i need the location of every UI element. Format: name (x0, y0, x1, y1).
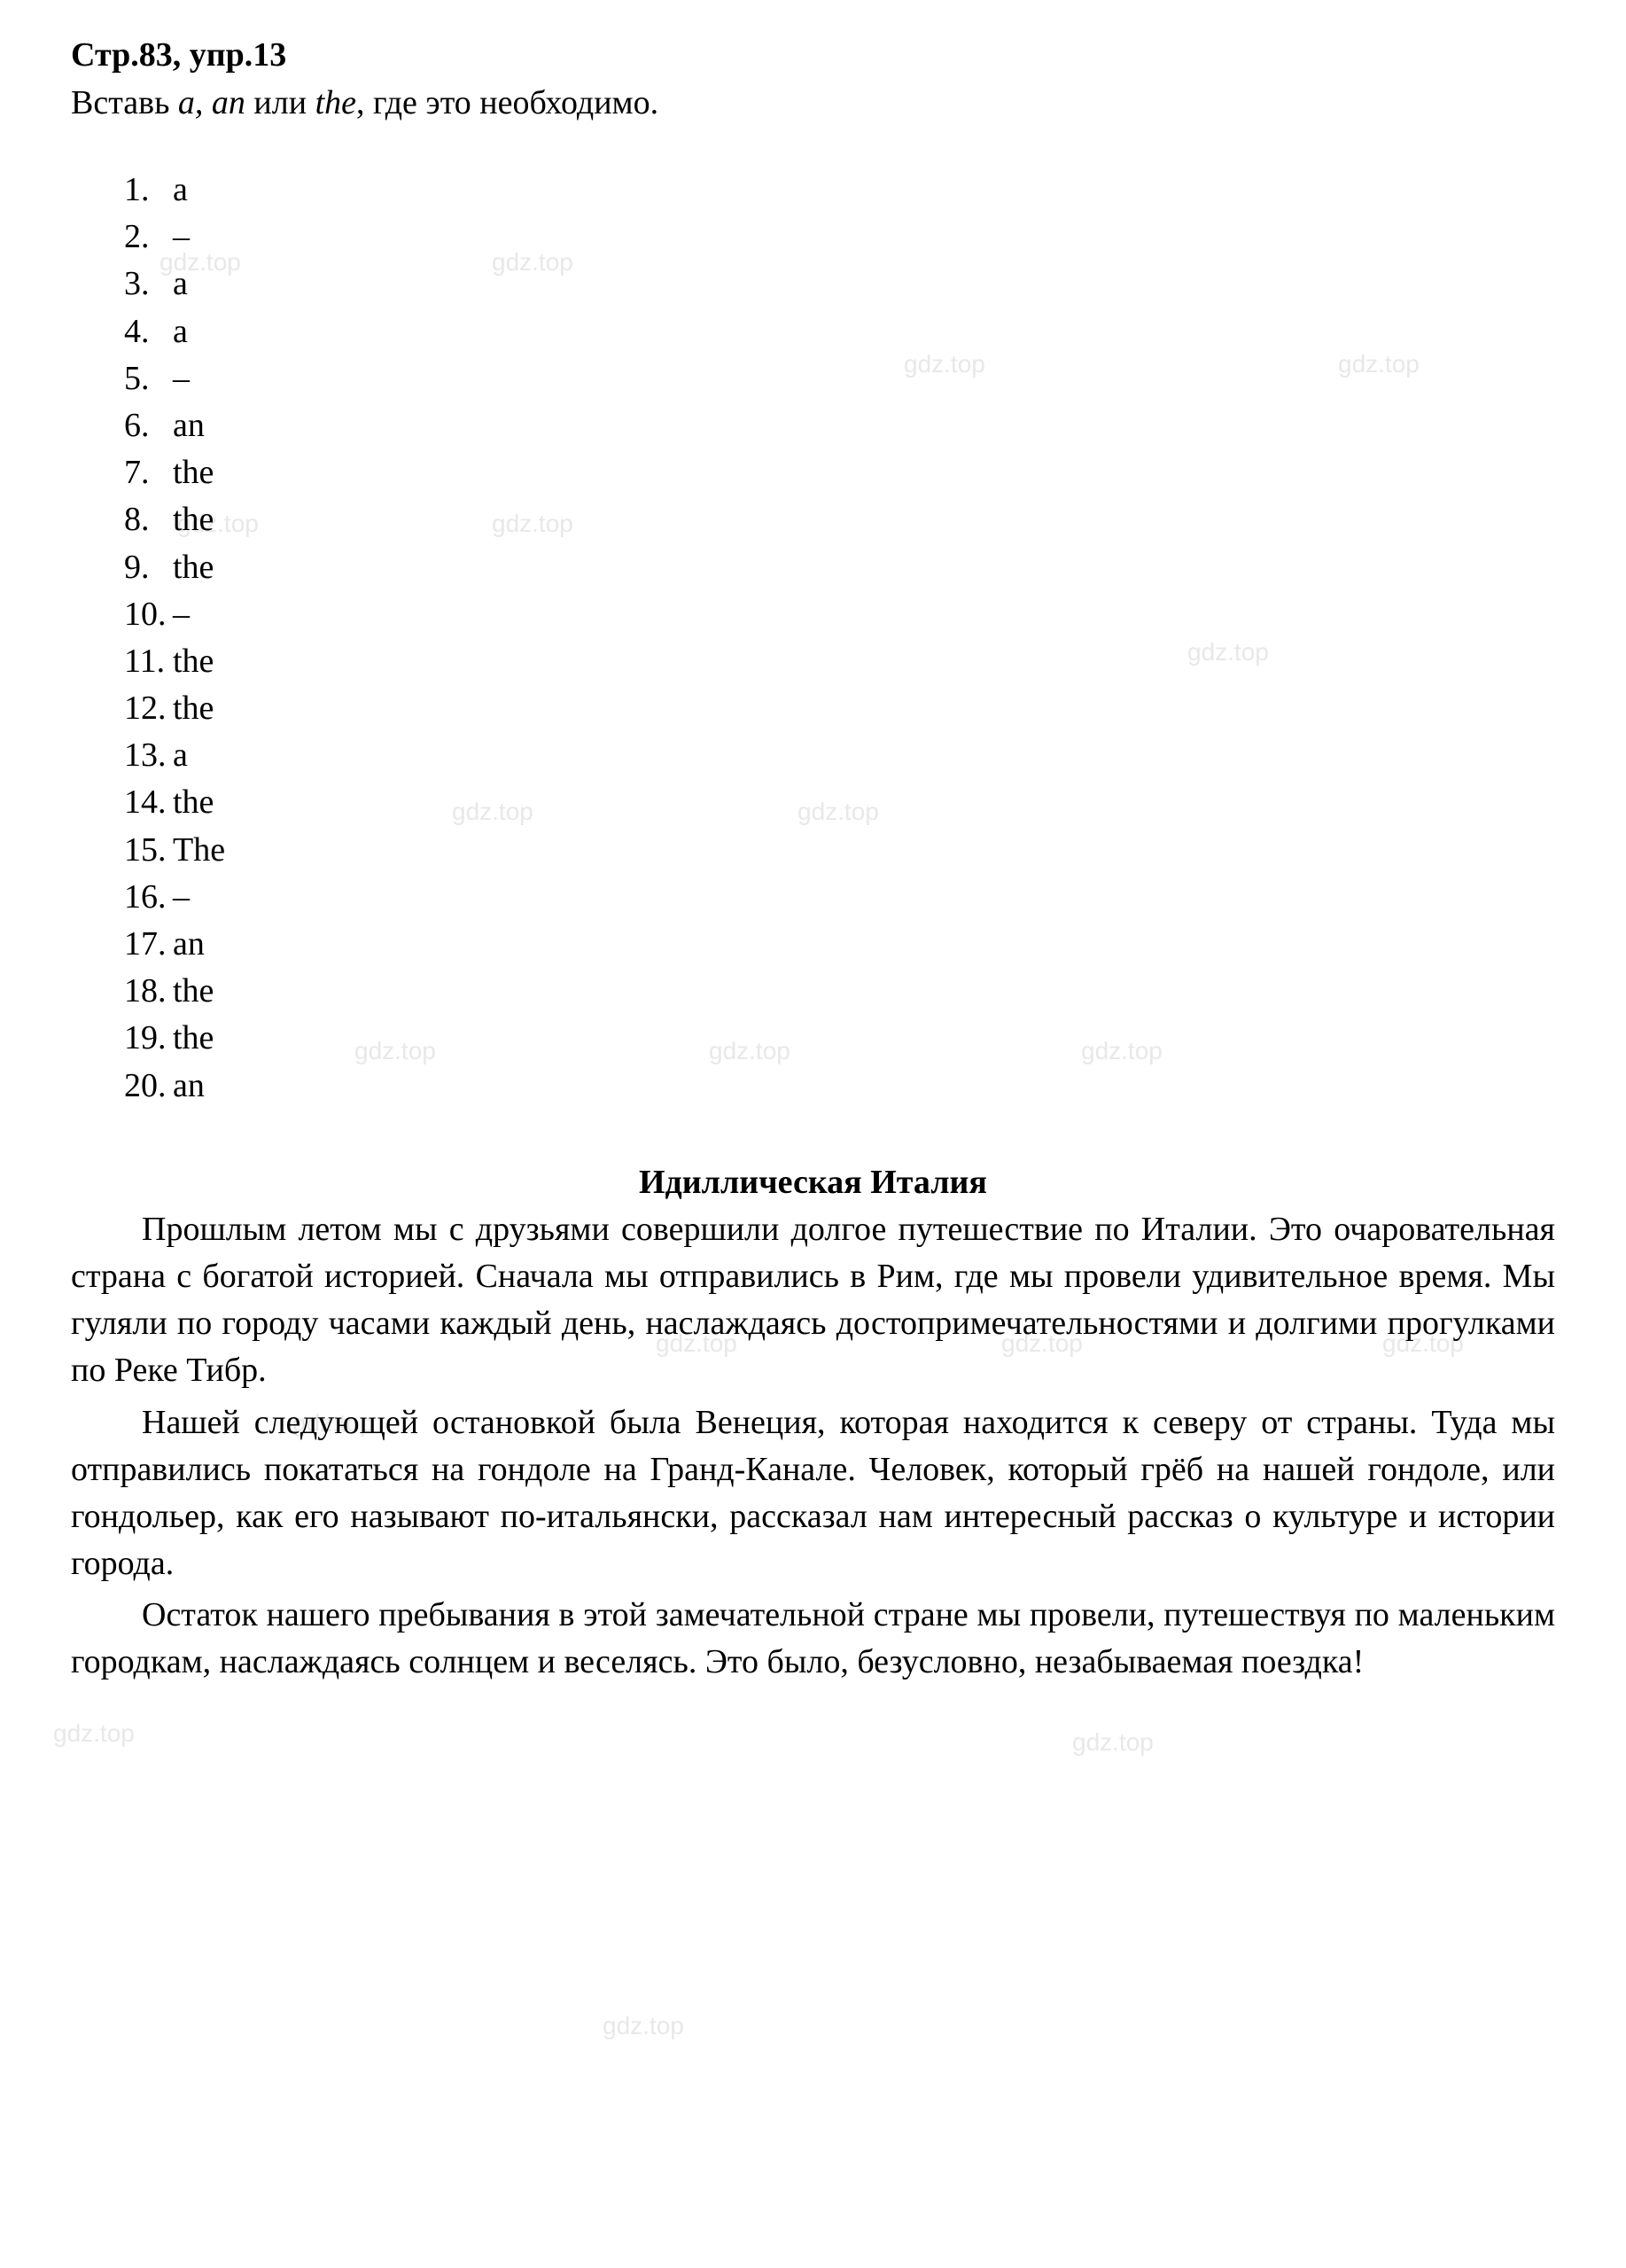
answer-value: a (173, 308, 188, 355)
instruction-text: Вставь a, an или the, где это необходимо… (71, 83, 1555, 122)
answer-value: the (173, 638, 214, 685)
answer-value: the (173, 1015, 214, 1062)
answer-value: – (173, 355, 190, 402)
article-paragraph: Нашей следующей остановкой была Венеция,… (71, 1399, 1555, 1588)
answer-value: an (173, 921, 205, 968)
instruction-middle: или (245, 84, 315, 121)
answer-item: 17.an (124, 921, 1555, 968)
answer-value: an (173, 1063, 205, 1110)
answer-item: 6.an (124, 402, 1555, 449)
answer-item: 7.the (124, 449, 1555, 496)
answer-value: an (173, 402, 205, 449)
answer-value: a (173, 732, 188, 779)
answer-item: 12.the (124, 685, 1555, 732)
answer-value: – (173, 874, 190, 921)
answer-item: 13.a (124, 732, 1555, 779)
answer-number: 17. (124, 921, 173, 968)
answer-number: 20. (124, 1063, 173, 1110)
answer-number: 15. (124, 827, 173, 874)
answer-value: – (173, 214, 190, 261)
answer-value: the (173, 779, 214, 826)
instruction-suffix: , где это необходимо. (356, 84, 658, 121)
answer-value: the (173, 449, 214, 496)
answer-number: 2. (124, 214, 173, 261)
answer-value: The (173, 827, 225, 874)
instruction-article2: the (315, 84, 356, 121)
watermark: gdz.top (1072, 1728, 1154, 1757)
answer-item: 18.the (124, 968, 1555, 1015)
answer-item: 1.a (124, 167, 1555, 214)
answer-item: 11.the (124, 638, 1555, 685)
answer-item: 5.– (124, 355, 1555, 402)
answer-value: the (173, 544, 214, 591)
answer-number: 13. (124, 732, 173, 779)
article-body: Прошлым летом мы с друзьями совершили до… (71, 1206, 1555, 1687)
answer-value: a (173, 261, 188, 308)
answer-value: – (173, 591, 190, 638)
answer-item: 4.a (124, 308, 1555, 355)
answer-number: 9. (124, 544, 173, 591)
page-title: Стр.83, упр.13 (71, 36, 286, 74)
answer-item: 10.– (124, 591, 1555, 638)
instruction-article1: a, an (178, 84, 245, 121)
answer-item: 20.an (124, 1063, 1555, 1110)
article-paragraph: Прошлым летом мы с друзьями совершили до… (71, 1206, 1555, 1395)
answer-number: 4. (124, 308, 173, 355)
instruction-prefix: Вставь (71, 84, 178, 121)
answers-list: 1.a2.–3.a4.a5.–6.an7.the8.the9.the10.–11… (71, 167, 1555, 1110)
answer-value: a (173, 167, 188, 214)
answer-value: the (173, 968, 214, 1015)
article-title: Идиллическая Италия (71, 1163, 1555, 1202)
answer-number: 19. (124, 1015, 173, 1062)
answer-value: the (173, 496, 214, 543)
answer-item: 16.– (124, 874, 1555, 921)
exercise-header: Стр.83, упр.13 (71, 35, 1555, 74)
answer-number: 3. (124, 261, 173, 308)
answer-number: 10. (124, 591, 173, 638)
answer-item: 14.the (124, 779, 1555, 826)
answer-number: 11. (124, 638, 173, 685)
answer-value: the (173, 685, 214, 732)
answer-number: 6. (124, 402, 173, 449)
answer-item: 15.The (124, 827, 1555, 874)
watermark: gdz.top (603, 2012, 684, 2040)
answer-number: 8. (124, 496, 173, 543)
answer-number: 7. (124, 449, 173, 496)
article-paragraph: Остаток нашего пребывания в этой замечат… (71, 1592, 1555, 1686)
watermark: gdz.top (53, 1719, 135, 1748)
answer-number: 1. (124, 167, 173, 214)
answer-number: 18. (124, 968, 173, 1015)
answer-item: 9.the (124, 544, 1555, 591)
answer-item: 2.– (124, 214, 1555, 261)
answer-item: 19.the (124, 1015, 1555, 1062)
answer-number: 5. (124, 355, 173, 402)
answer-number: 12. (124, 685, 173, 732)
answer-item: 8.the (124, 496, 1555, 543)
answer-item: 3.a (124, 261, 1555, 308)
answer-number: 14. (124, 779, 173, 826)
answer-number: 16. (124, 874, 173, 921)
